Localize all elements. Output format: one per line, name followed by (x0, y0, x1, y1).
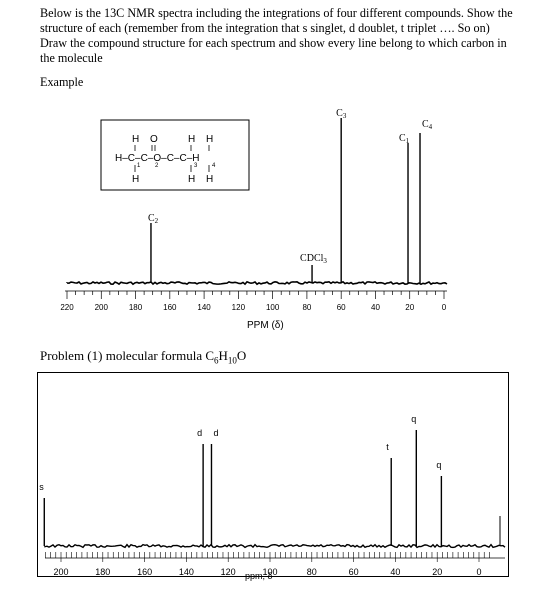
problem-tick-label: 200 (53, 567, 68, 577)
mol-h-top-3: H (206, 134, 213, 145)
mol-h-bot-3: H (206, 174, 213, 185)
mol-main-chain: H–C–C–O–C–C–H (115, 153, 199, 164)
instructions: Below is the 13C NMR spectra including t… (40, 6, 545, 66)
mol-h-bot-2: H (188, 174, 195, 185)
mol-sub-1: 1 (137, 163, 141, 169)
example-tick-label: 60 (337, 303, 346, 312)
problem-tick-label: 160 (137, 567, 152, 577)
example-tick-label: 140 (197, 303, 211, 312)
example-tick-label: 40 (371, 303, 380, 312)
problem-peak-mark: d (197, 428, 202, 438)
problem-tick-label: 140 (179, 567, 194, 577)
problem-tick-label: 80 (307, 567, 317, 577)
problem-tick-label: 100 (262, 567, 277, 577)
example-tick-label: 180 (129, 303, 143, 312)
problem-spectrum-frame (37, 372, 509, 577)
example-axis-title: PPM (δ) (247, 320, 284, 331)
example-tick-label: 160 (163, 303, 177, 312)
example-peaks: C2 CDCl3 C3 C1 C4 (148, 108, 433, 283)
example-tick-label: 100 (266, 303, 280, 312)
example-label: Example (40, 75, 84, 89)
problem-peak-mark: t (386, 442, 389, 452)
example-tick-label: 20 (405, 303, 414, 312)
problem-tick-label: 60 (349, 567, 359, 577)
example-tick-label: 80 (302, 303, 311, 312)
mol-o-top: O (150, 134, 158, 145)
example-tick-label: 120 (232, 303, 246, 312)
problem-axis-title: ppm, δ (245, 571, 273, 581)
problem-peak-mark: d (213, 428, 218, 438)
problem-peak-mark: s (39, 482, 44, 492)
mol-h-top-1: H (132, 134, 139, 145)
mol-h-bot-1: H (132, 174, 139, 185)
instruction-line-2: structure of each (remember from the int… (40, 21, 490, 35)
problem-title: Problem (1) molecular formula C6H10O (40, 348, 247, 366)
example-tick-label: 0 (442, 303, 447, 312)
problem-tick-label: 120 (221, 567, 236, 577)
molecule-structure: H O H H H–C–C–O–C–C–H 1 2 3 4 H H H (115, 134, 216, 185)
instruction-line-4: the molecule (40, 51, 103, 65)
problem-tick-label: 0 (476, 567, 481, 577)
example-baseline (66, 280, 448, 286)
mol-h-top-2: H (188, 134, 195, 145)
mol-sub-3: 3 (194, 163, 198, 169)
example-spectrum: H O H H H–C–C–O–C–C–H 1 2 3 4 H H H C2 CD… (60, 108, 448, 331)
example-axis: 220 200 180 160 140 120 100 80 60 40 20 0 (60, 290, 447, 312)
instruction-line-3: Draw the compound structure for each spe… (40, 36, 507, 50)
problem-tick-label: 180 (95, 567, 110, 577)
example-peak-label-C4: C4 (422, 119, 433, 131)
problem-tick-label: 20 (432, 567, 442, 577)
example-peak-label-C1: C1 (399, 133, 410, 145)
molecule-box (100, 119, 250, 191)
instruction-line-1: Below is the 13C NMR spectra including t… (40, 6, 513, 20)
problem-axis: 200 180 160 140 120 100 80 60 40 20 0 (45, 552, 505, 577)
problem-tick-label: 40 (390, 567, 400, 577)
example-tick-label: 220 (60, 303, 74, 312)
mol-sub-4: 4 (212, 163, 216, 169)
problem-peak-mark: q (436, 460, 441, 470)
example-peak-label-C2: C2 (148, 213, 159, 225)
problem-baseline (44, 543, 506, 549)
example-peak-label-C3: C3 (336, 108, 347, 120)
mol-sub-2: 2 (155, 163, 159, 169)
example-tick-label: 200 (95, 303, 109, 312)
problem-peak-mark: q (411, 414, 416, 424)
problem-peaks: s d d t q q (39, 414, 501, 546)
example-peak-label-CDCl3: CDCl3 (300, 253, 327, 265)
